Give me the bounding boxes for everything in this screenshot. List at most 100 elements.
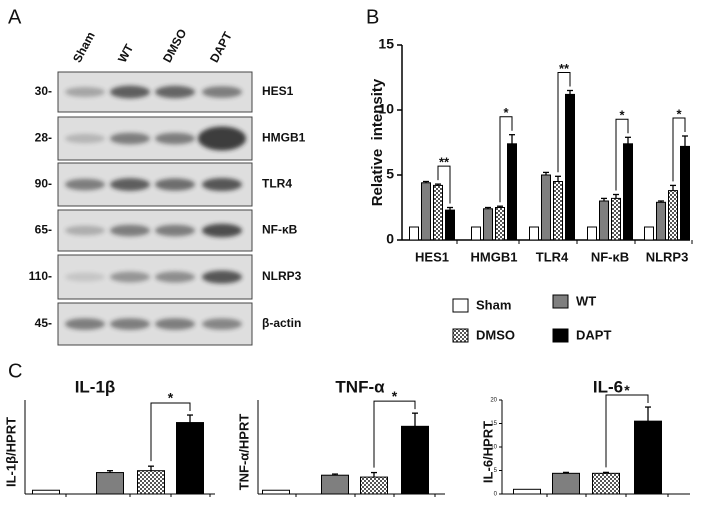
significance-bracket [373, 400, 416, 468]
bar [495, 207, 505, 241]
lane-label: WT [115, 41, 136, 65]
y-tick-label: 10 [378, 101, 394, 117]
x-tick-label: TLR4 [536, 249, 569, 264]
bar [507, 143, 517, 241]
bar [634, 420, 662, 495]
chart-title: IL-6 [593, 377, 623, 396]
legend-label: Sham [476, 297, 511, 312]
band [155, 85, 195, 99]
bar [401, 425, 429, 495]
bar [32, 489, 60, 495]
band [198, 126, 246, 151]
y-tick-label: 15 [378, 36, 394, 52]
bar [656, 201, 666, 241]
significance-bracket [437, 165, 451, 204]
x-tick-label: HMGB1 [471, 249, 518, 264]
bar [96, 472, 124, 495]
panel-label: B [366, 6, 379, 28]
y-tick-label: 5 [494, 468, 498, 474]
blot-row-label: HMGB1 [262, 131, 306, 145]
bar [483, 208, 493, 241]
lane-label: DAPT [207, 29, 235, 65]
y-axis-label: TNF-α/HPRT [236, 414, 251, 491]
significance-label: ** [439, 155, 450, 170]
legend-label: WT [576, 293, 596, 308]
blot-marker: 30- [35, 84, 52, 98]
bar [611, 197, 621, 241]
blot-marker: 45- [35, 316, 52, 330]
bar [553, 181, 563, 241]
band [202, 86, 242, 98]
band [155, 178, 195, 191]
significance-label: * [503, 105, 509, 120]
y-tick-label: 20 [490, 398, 497, 404]
bar [409, 226, 419, 241]
lane-label: DMSO [160, 27, 189, 65]
bar [644, 226, 654, 241]
band [65, 272, 105, 282]
significance-bracket [615, 118, 629, 191]
band [65, 86, 105, 98]
bar [565, 93, 575, 241]
band [110, 85, 150, 99]
band [155, 132, 195, 145]
bar [471, 226, 481, 241]
bar [421, 182, 431, 241]
blot-marker: 65- [35, 223, 52, 237]
significance-label: * [168, 390, 174, 406]
band [110, 271, 150, 283]
significance-bracket [150, 402, 191, 462]
x-tick-label: NLRP3 [646, 249, 689, 264]
blot-marker: 90- [35, 177, 52, 191]
blot-row-label: β-actin [262, 316, 301, 330]
legend-swatch [552, 328, 569, 343]
significance-bracket [499, 116, 513, 203]
blot-row-label: TLR4 [262, 177, 292, 191]
band [110, 318, 150, 330]
y-axis-label: IL-6/HPRT [480, 421, 495, 483]
bar [599, 200, 609, 241]
blot-marker: 28- [35, 131, 52, 145]
significance-bracket [557, 72, 571, 173]
blot-marker: 110- [29, 269, 52, 283]
significance-label: * [392, 388, 398, 404]
bar [680, 145, 690, 241]
bar [445, 209, 455, 241]
significance-label: * [624, 382, 630, 398]
band [202, 223, 242, 238]
legend-swatch [552, 294, 569, 309]
bar [262, 489, 290, 495]
blot-row-label: NF-κB [262, 223, 298, 237]
band [65, 178, 105, 191]
band [110, 178, 150, 191]
band [202, 177, 242, 192]
band [202, 318, 242, 330]
bar [513, 488, 541, 495]
significance-bracket [605, 394, 649, 468]
significance-bracket [672, 117, 686, 182]
band [202, 270, 242, 284]
legend-swatch [452, 298, 469, 313]
bar [433, 184, 443, 241]
bar [137, 470, 165, 495]
bar [587, 226, 597, 241]
band [65, 225, 105, 236]
bar [592, 472, 620, 495]
bar [668, 190, 678, 241]
band [65, 318, 105, 330]
legend-swatch [452, 328, 469, 343]
y-tick-label: 5 [386, 166, 394, 182]
band [155, 318, 195, 330]
y-tick-label: 10 [490, 445, 497, 451]
lane-label: Sham [70, 29, 98, 64]
band [110, 224, 150, 237]
y-tick-label: 15 [490, 421, 497, 427]
x-tick-label: NF-κB [591, 249, 629, 264]
bar [176, 422, 204, 495]
chart-title: TNF-α [335, 377, 385, 396]
band [110, 132, 150, 145]
panel-label: A [8, 6, 22, 28]
chart-title: IL-1β [75, 377, 116, 396]
bar [623, 143, 633, 241]
panel-label: C [8, 360, 22, 382]
